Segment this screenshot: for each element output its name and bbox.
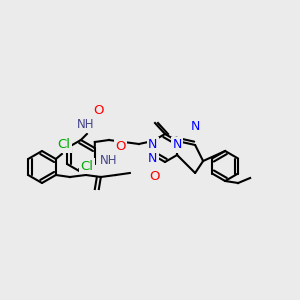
Text: N: N bbox=[148, 152, 158, 166]
Text: O: O bbox=[150, 170, 160, 184]
Text: O: O bbox=[116, 140, 126, 154]
Text: N: N bbox=[190, 121, 200, 134]
Text: NH: NH bbox=[100, 154, 118, 166]
Text: N: N bbox=[148, 139, 158, 152]
Text: NH: NH bbox=[77, 118, 94, 131]
Text: O: O bbox=[94, 104, 104, 118]
Text: N: N bbox=[172, 139, 182, 152]
Text: Cl: Cl bbox=[57, 139, 70, 152]
Text: Cl: Cl bbox=[80, 160, 93, 172]
